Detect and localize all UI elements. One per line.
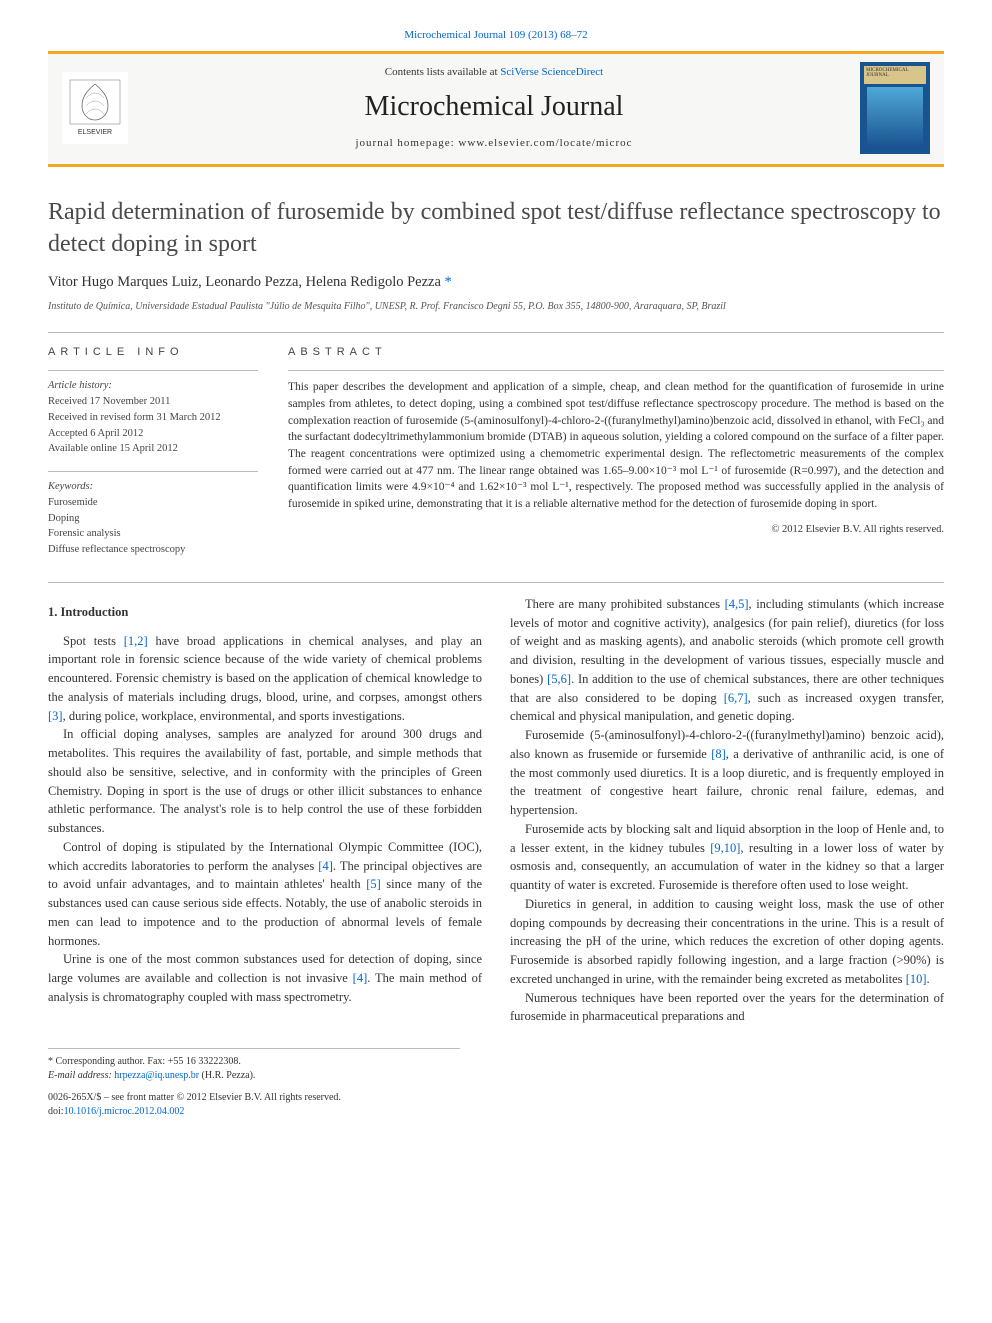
issue-citation: Microchemical Journal 109 (2013) 68–72: [48, 28, 944, 43]
homepage-label: journal homepage:: [356, 137, 459, 149]
homepage-url[interactable]: www.elsevier.com/locate/microc: [458, 137, 632, 149]
journal-cover-label: MICROCHEMICAL JOURNAL: [864, 66, 926, 84]
keyword: Doping: [48, 511, 258, 527]
elsevier-logo: ELSEVIER: [62, 72, 128, 144]
history-accepted: Accepted 6 April 2012: [48, 426, 258, 442]
email-suffix: (H.R. Pezza).: [199, 1070, 255, 1081]
info-rule: [48, 471, 258, 472]
history-received: Received 17 November 2011: [48, 394, 258, 410]
citation-link[interactable]: [3]: [48, 709, 63, 723]
body-paragraph: Numerous techniques have been reported o…: [510, 989, 944, 1027]
history-revised: Received in revised form 31 March 2012: [48, 410, 258, 426]
abstract-heading: abstract: [288, 345, 944, 360]
keyword: Diffuse reflectance spectroscopy: [48, 542, 258, 558]
contents-prefix: Contents lists available at: [385, 66, 500, 78]
abstract: abstract This paper describes the develo…: [288, 345, 944, 558]
history-online: Available online 15 April 2012: [48, 441, 258, 457]
front-matter: 0026-265X/$ – see front matter © 2012 El…: [48, 1091, 944, 1105]
article-title: Rapid determination of furosemide by com…: [48, 197, 944, 259]
header-center: Contents lists available at SciVerse Sci…: [142, 65, 846, 151]
journal-cover-art: [867, 87, 923, 147]
footnotes: * Corresponding author. Fax: +55 16 3322…: [48, 1048, 460, 1083]
info-abstract-row: article info Article history: Received 1…: [48, 345, 944, 558]
affiliation: Instituto de Química, Universidade Estad…: [48, 300, 944, 314]
citation-link[interactable]: [10]: [906, 972, 927, 986]
email-label: E-mail address:: [48, 1070, 114, 1081]
contents-line: Contents lists available at SciVerse Sci…: [142, 65, 846, 80]
history-label: Article history:: [48, 379, 258, 394]
body-paragraph: Urine is one of the most common substanc…: [48, 950, 482, 1006]
citation-link[interactable]: [8]: [711, 747, 726, 761]
email-footnote: E-mail address: hrpezza@iq.unesp.br (H.R…: [48, 1069, 460, 1083]
article-info: article info Article history: Received 1…: [48, 345, 258, 558]
citation-link[interactable]: [9,10]: [710, 841, 740, 855]
body-paragraph: Diuretics in general, in addition to cau…: [510, 895, 944, 989]
journal-homepage: journal homepage: www.elsevier.com/locat…: [142, 136, 846, 151]
corresponding-author-footnote: * Corresponding author. Fax: +55 16 3322…: [48, 1055, 460, 1069]
citation-link[interactable]: [5]: [366, 877, 381, 891]
info-rule: [48, 370, 258, 371]
article-info-heading: article info: [48, 345, 258, 360]
body-paragraph: Spot tests [1,2] have broad applications…: [48, 632, 482, 726]
section-heading: 1. Introduction: [48, 603, 482, 622]
corresponding-author-marker[interactable]: *: [445, 274, 452, 290]
issue-citation-link[interactable]: Microchemical Journal 109 (2013) 68–72: [404, 29, 587, 41]
svg-text:ELSEVIER: ELSEVIER: [78, 129, 112, 136]
doi-label: doi:: [48, 1106, 64, 1117]
body-paragraph: Furosemide acts by blocking salt and liq…: [510, 820, 944, 895]
journal-header: ELSEVIER Contents lists available at Sci…: [48, 51, 944, 167]
email-link[interactable]: hrpezza@iq.unesp.br: [114, 1070, 199, 1081]
body-paragraph: Control of doping is stipulated by the I…: [48, 838, 482, 951]
keywords-block: Keywords: Furosemide Doping Forensic ana…: [48, 471, 258, 558]
doi-line: doi:10.1016/j.microc.2012.04.002: [48, 1105, 944, 1119]
abstract-copyright: © 2012 Elsevier B.V. All rights reserved…: [288, 523, 944, 538]
sciencedirect-link[interactable]: SciVerse ScienceDirect: [500, 66, 603, 78]
divider: [48, 582, 944, 583]
citation-link[interactable]: [6,7]: [724, 691, 748, 705]
keyword: Furosemide: [48, 495, 258, 511]
journal-title: Microchemical Journal: [142, 87, 846, 126]
citation-link[interactable]: [4]: [353, 971, 368, 985]
citation-link[interactable]: [1,2]: [124, 634, 148, 648]
abstract-rule: [288, 370, 944, 371]
citation-link[interactable]: [4]: [318, 859, 333, 873]
keywords-label: Keywords:: [48, 480, 258, 495]
keyword: Forensic analysis: [48, 526, 258, 542]
body-paragraph: Furosemide (5-(aminosulfonyl)-4-chloro-2…: [510, 726, 944, 820]
article-body: 1. Introduction Spot tests [1,2] have br…: [48, 595, 944, 1026]
divider: [48, 332, 944, 333]
citation-link[interactable]: [5,6]: [547, 672, 571, 686]
citation-link[interactable]: [4,5]: [725, 597, 749, 611]
doi-block: 0026-265X/$ – see front matter © 2012 El…: [48, 1091, 944, 1119]
journal-cover-thumbnail: MICROCHEMICAL JOURNAL: [860, 62, 930, 154]
abstract-text: This paper describes the development and…: [288, 379, 944, 512]
authors-list: Vitor Hugo Marques Luiz, Leonardo Pezza,…: [48, 274, 445, 290]
doi-link[interactable]: 10.1016/j.microc.2012.04.002: [64, 1106, 185, 1117]
body-paragraph: In official doping analyses, samples are…: [48, 725, 482, 838]
body-paragraph: There are many prohibited substances [4,…: [510, 595, 944, 726]
authors: Vitor Hugo Marques Luiz, Leonardo Pezza,…: [48, 272, 944, 292]
